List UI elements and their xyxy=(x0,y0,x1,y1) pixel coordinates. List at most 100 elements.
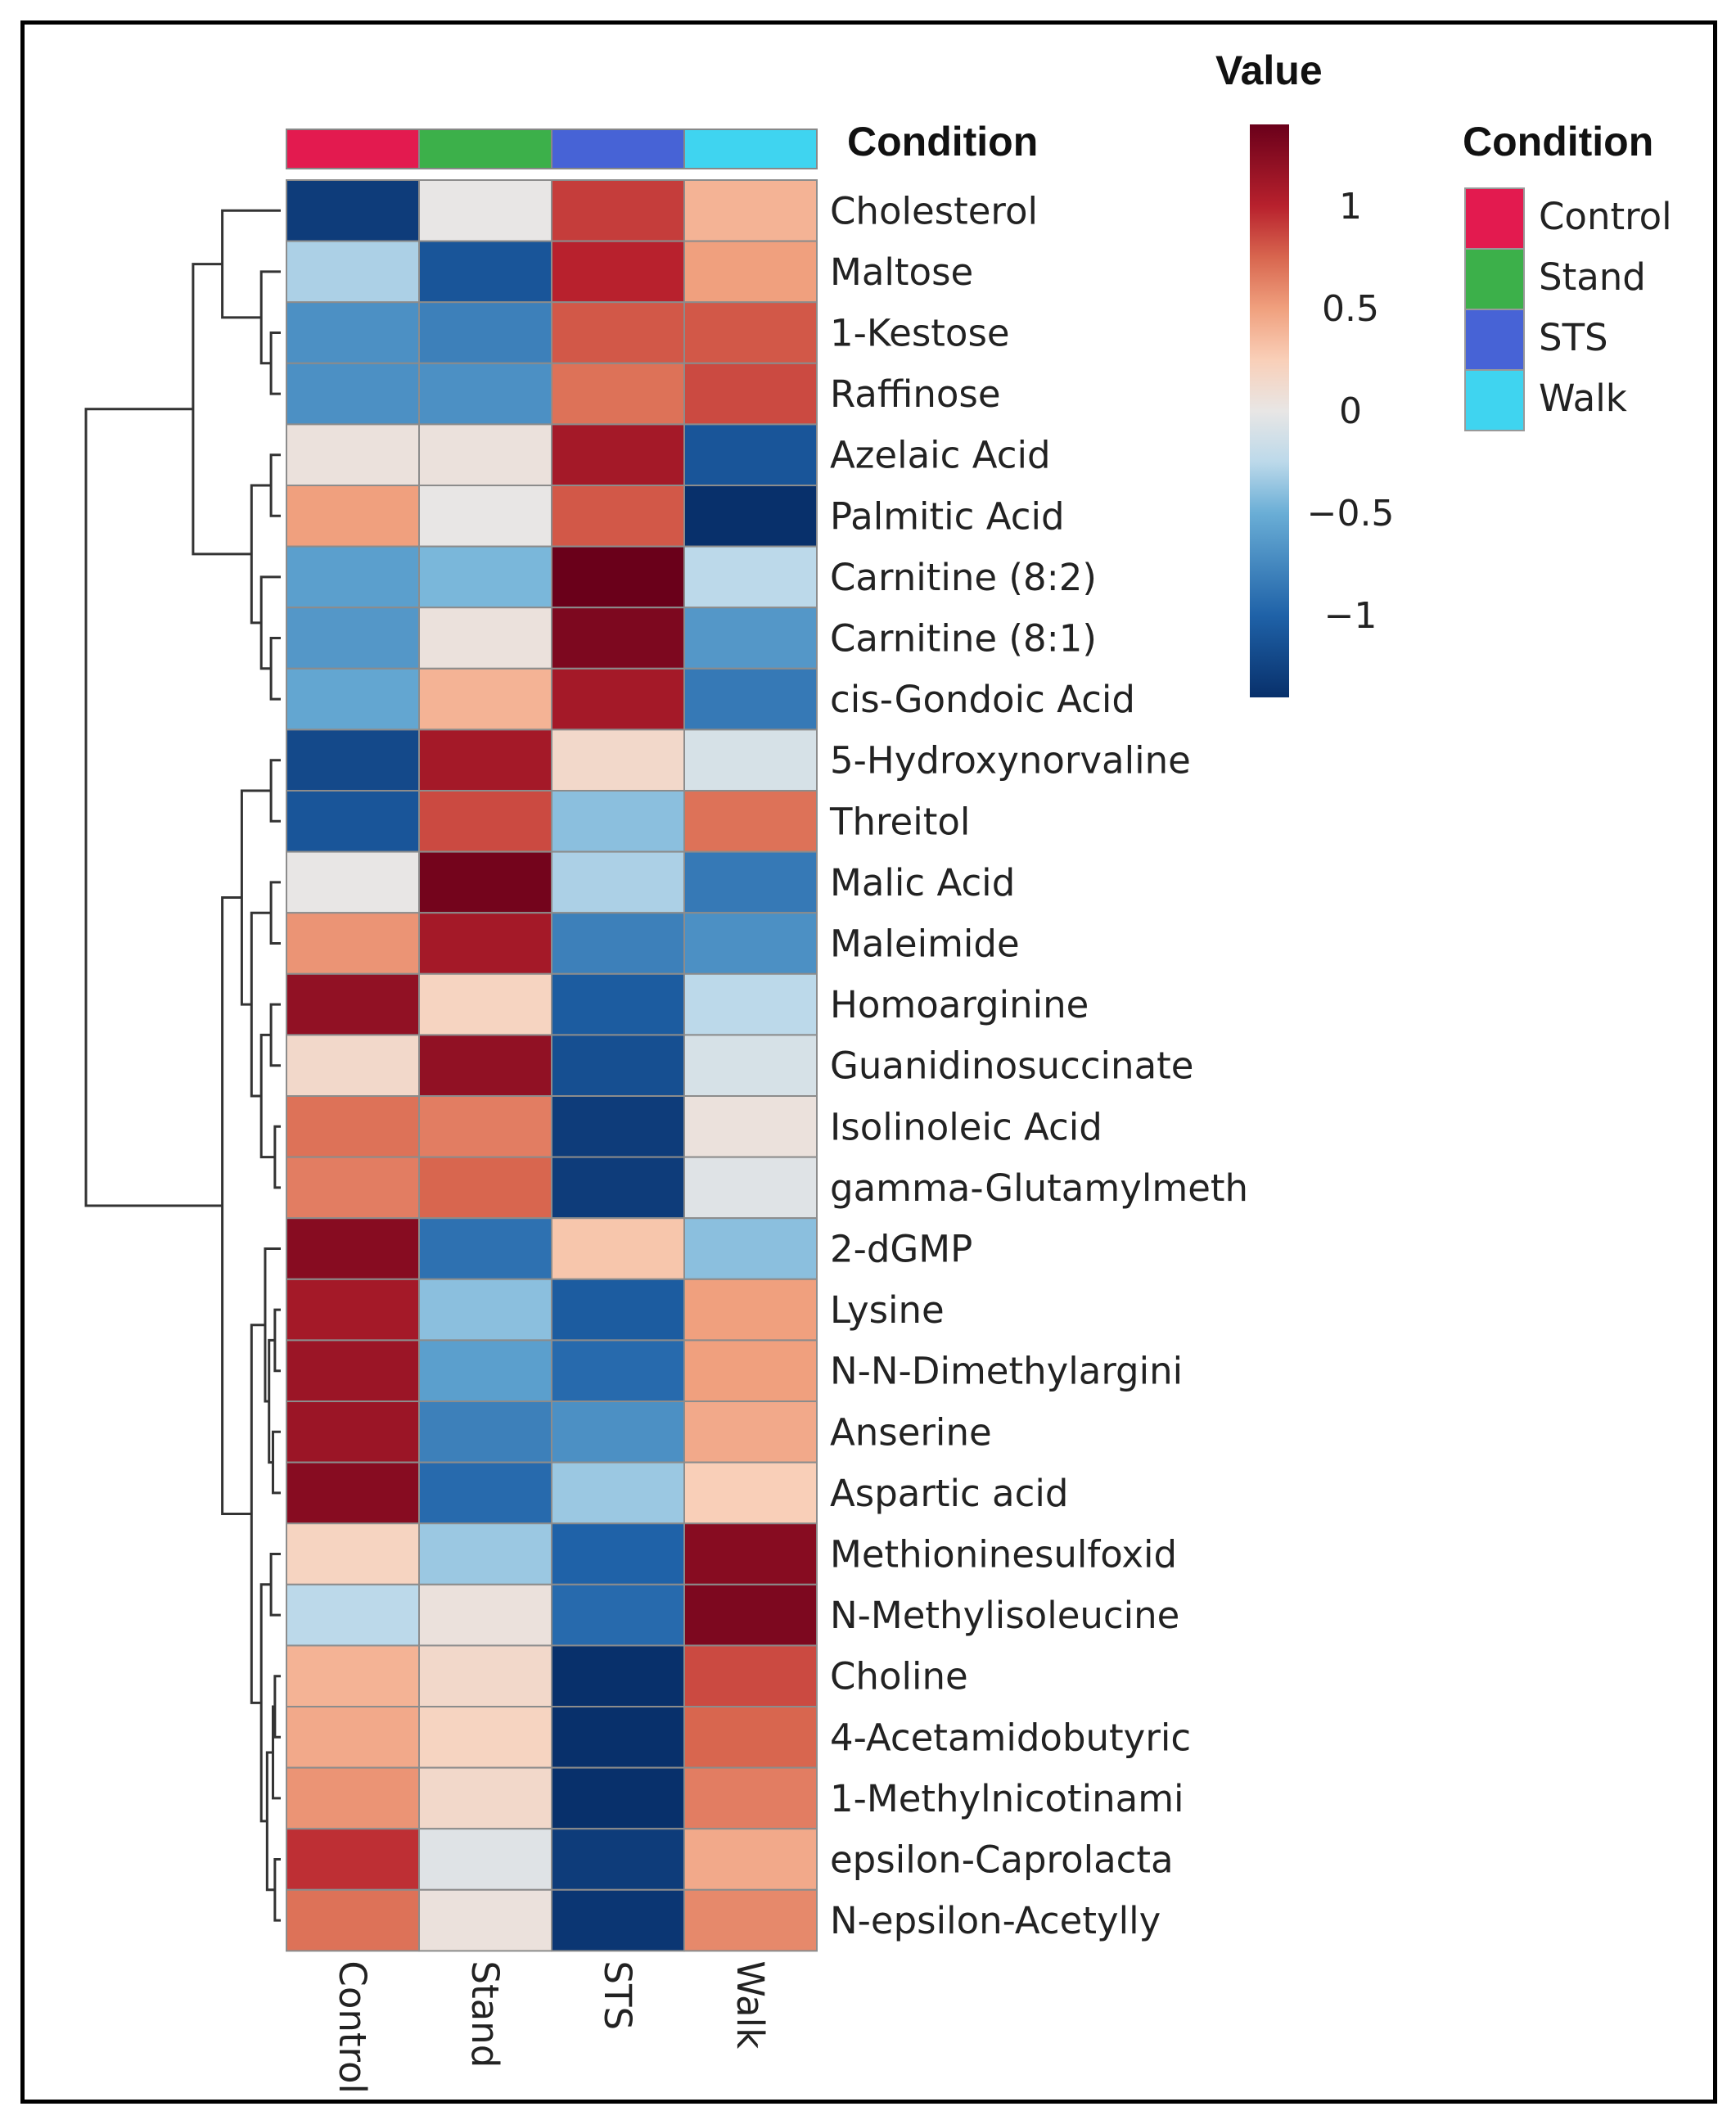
heatmap-cell xyxy=(683,1156,818,1220)
heatmap-cell xyxy=(286,1156,420,1220)
heatmap-cell xyxy=(551,850,685,914)
value-color-scale: Value 1 0.5 0 −0.5 −1 xyxy=(1215,47,1394,697)
row-label: Choline xyxy=(830,1655,968,1698)
heatmap-cell xyxy=(286,1583,420,1647)
condition-annotation-bar xyxy=(286,129,818,169)
heatmap-cell xyxy=(551,1706,685,1769)
heatmap-cell xyxy=(286,1095,420,1158)
heatmap-cell xyxy=(286,790,420,853)
heatmap-cell xyxy=(286,1706,420,1769)
column-labels: Control Stand STS Walk xyxy=(331,1960,772,2094)
heatmap-cell xyxy=(551,607,685,670)
row-label: Isolinoleic Acid xyxy=(830,1105,1102,1148)
row-label: epsilon-Caprolacta xyxy=(830,1838,1174,1882)
heatmap-cell xyxy=(551,1156,685,1220)
heatmap-cell xyxy=(418,1706,552,1769)
heatmap-cell xyxy=(286,1461,420,1525)
heatmap-cell xyxy=(418,790,552,853)
annotation-cell-control xyxy=(286,129,420,169)
heatmap-cell xyxy=(551,1095,685,1158)
heatmap-cell xyxy=(418,1461,552,1525)
heatmap-cell xyxy=(286,301,420,364)
heatmap-cell xyxy=(683,1339,818,1403)
dendrogram-branch xyxy=(271,1430,281,1495)
legend-label-stand: Stand xyxy=(1539,255,1646,299)
heatmap-cell xyxy=(683,790,818,853)
heatmap-cell xyxy=(683,607,818,670)
legend-swatch-stand xyxy=(1464,248,1525,310)
heatmap-cell xyxy=(683,912,818,975)
row-label: Palmitic Acid xyxy=(830,494,1065,538)
row-dendrogram xyxy=(84,209,281,1922)
heatmap-cell xyxy=(286,362,420,426)
heatmap-cell xyxy=(683,1095,818,1158)
row-label: N-epsilon-Acetylly xyxy=(830,1899,1161,1942)
heatmap-cell xyxy=(551,423,685,487)
legend-label-control: Control xyxy=(1539,195,1672,238)
heatmap-cell xyxy=(286,423,420,487)
row-label: 4-Acetamidobutyric xyxy=(830,1716,1191,1759)
heatmap-cell xyxy=(418,485,552,548)
heatmap-cell xyxy=(551,545,685,609)
heatmap-cell xyxy=(286,545,420,609)
row-label: N-Methylisoleucine xyxy=(830,1594,1179,1637)
annotation-cell-stand xyxy=(418,129,552,169)
row-label: 1-Methylnicotinami xyxy=(830,1777,1184,1820)
color-scale-bar xyxy=(1250,124,1289,697)
value-legend-title: Value xyxy=(1215,47,1323,93)
heatmap-cell xyxy=(418,240,552,304)
heatmap-cell xyxy=(683,1217,818,1280)
heatmap-cell xyxy=(286,1278,420,1342)
row-label: Methioninesulfoxid xyxy=(830,1533,1177,1576)
heatmap-cell xyxy=(551,362,685,426)
row-label: 5-Hydroxynorvaline xyxy=(830,739,1191,783)
heatmap-cell xyxy=(418,728,552,792)
heatmap-cell xyxy=(683,301,818,364)
heatmap-cell xyxy=(286,240,420,304)
heatmap-cell xyxy=(418,1278,552,1342)
color-scale-tick-label: 0.5 xyxy=(1322,288,1379,330)
heatmap-cell xyxy=(551,1644,685,1708)
row-label: 2-dGMP xyxy=(830,1228,972,1271)
row-label: Carnitine (8:1) xyxy=(830,617,1097,661)
row-label: Azelaic Acid xyxy=(830,434,1051,477)
dendrogram-branch xyxy=(259,1033,275,1159)
heatmap-cell xyxy=(551,972,685,1036)
heatmap-cell xyxy=(683,1583,818,1647)
color-scale-tick-label: 0 xyxy=(1339,390,1362,432)
heatmap-cell xyxy=(418,607,552,670)
row-label: Guanidinosuccinate xyxy=(830,1044,1194,1088)
heatmap-cell xyxy=(551,1461,685,1525)
heatmap-cell xyxy=(286,1034,420,1098)
heatmap-cell xyxy=(683,1888,818,1952)
heatmap-cell xyxy=(551,1217,685,1280)
heatmap-cell xyxy=(286,850,420,914)
column-label: Control xyxy=(331,1960,374,2094)
heatmap-cell xyxy=(683,1278,818,1342)
heatmap-cell xyxy=(683,1401,818,1464)
heatmap-cell xyxy=(286,912,420,975)
column-label: Stand xyxy=(463,1960,507,2068)
heatmap-cell xyxy=(683,545,818,609)
heatmap-cell xyxy=(286,1339,420,1403)
color-scale-tick-label: −0.5 xyxy=(1307,493,1395,535)
heatmap-cell xyxy=(683,1644,818,1708)
heatmap-cell xyxy=(551,1278,685,1342)
dendrogram-branch xyxy=(273,1675,281,1739)
dendrogram-branch xyxy=(221,896,252,1516)
heatmap-cell xyxy=(551,667,685,731)
dendrogram-branch xyxy=(221,209,281,319)
heatmap-cell xyxy=(683,362,818,426)
condition-legend: Condition Control Stand STS Walk xyxy=(1463,119,1672,431)
heatmap-cell xyxy=(286,1217,420,1280)
heatmap-cell xyxy=(683,1828,818,1891)
heatmap-cell xyxy=(551,485,685,548)
heatmap-cell xyxy=(683,1522,818,1585)
heatmap-cell xyxy=(286,667,420,731)
dendrogram-branch xyxy=(269,759,281,823)
heatmap-cell xyxy=(418,1766,552,1830)
heatmap-cell xyxy=(683,728,818,792)
row-label: 1-Kestose xyxy=(830,312,1010,355)
heatmap-cell xyxy=(418,972,552,1036)
heatmap-cell xyxy=(286,1828,420,1891)
